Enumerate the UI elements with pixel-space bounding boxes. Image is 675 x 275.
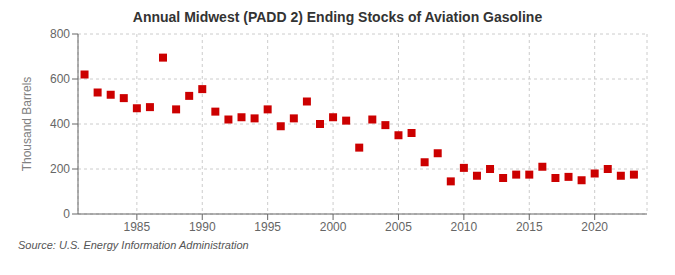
svg-text:1995: 1995 [254,220,281,234]
svg-text:0: 0 [63,207,70,221]
svg-text:2005: 2005 [385,220,412,234]
svg-text:2010: 2010 [451,220,478,234]
svg-text:1990: 1990 [189,220,216,234]
html-text:Source: U.S. Energy Informatio: Source: U.S. Energy Information Administ… [18,239,249,251]
svg-text:800: 800 [50,27,70,41]
svg-text:2015: 2015 [516,220,543,234]
svg-text:1985: 1985 [124,220,151,234]
svg-text:2020: 2020 [581,220,608,234]
html-text:Annual Midwest (PADD 2) Ending: Annual Midwest (PADD 2) Ending Stocks of… [132,9,543,25]
svg-text:Thousand Barrels: Thousand Barrels [20,77,34,172]
svg-text:400: 400 [50,117,70,131]
svg-text:2000: 2000 [320,220,347,234]
svg-text:200: 200 [50,162,70,176]
svg-text:600: 600 [50,72,70,86]
